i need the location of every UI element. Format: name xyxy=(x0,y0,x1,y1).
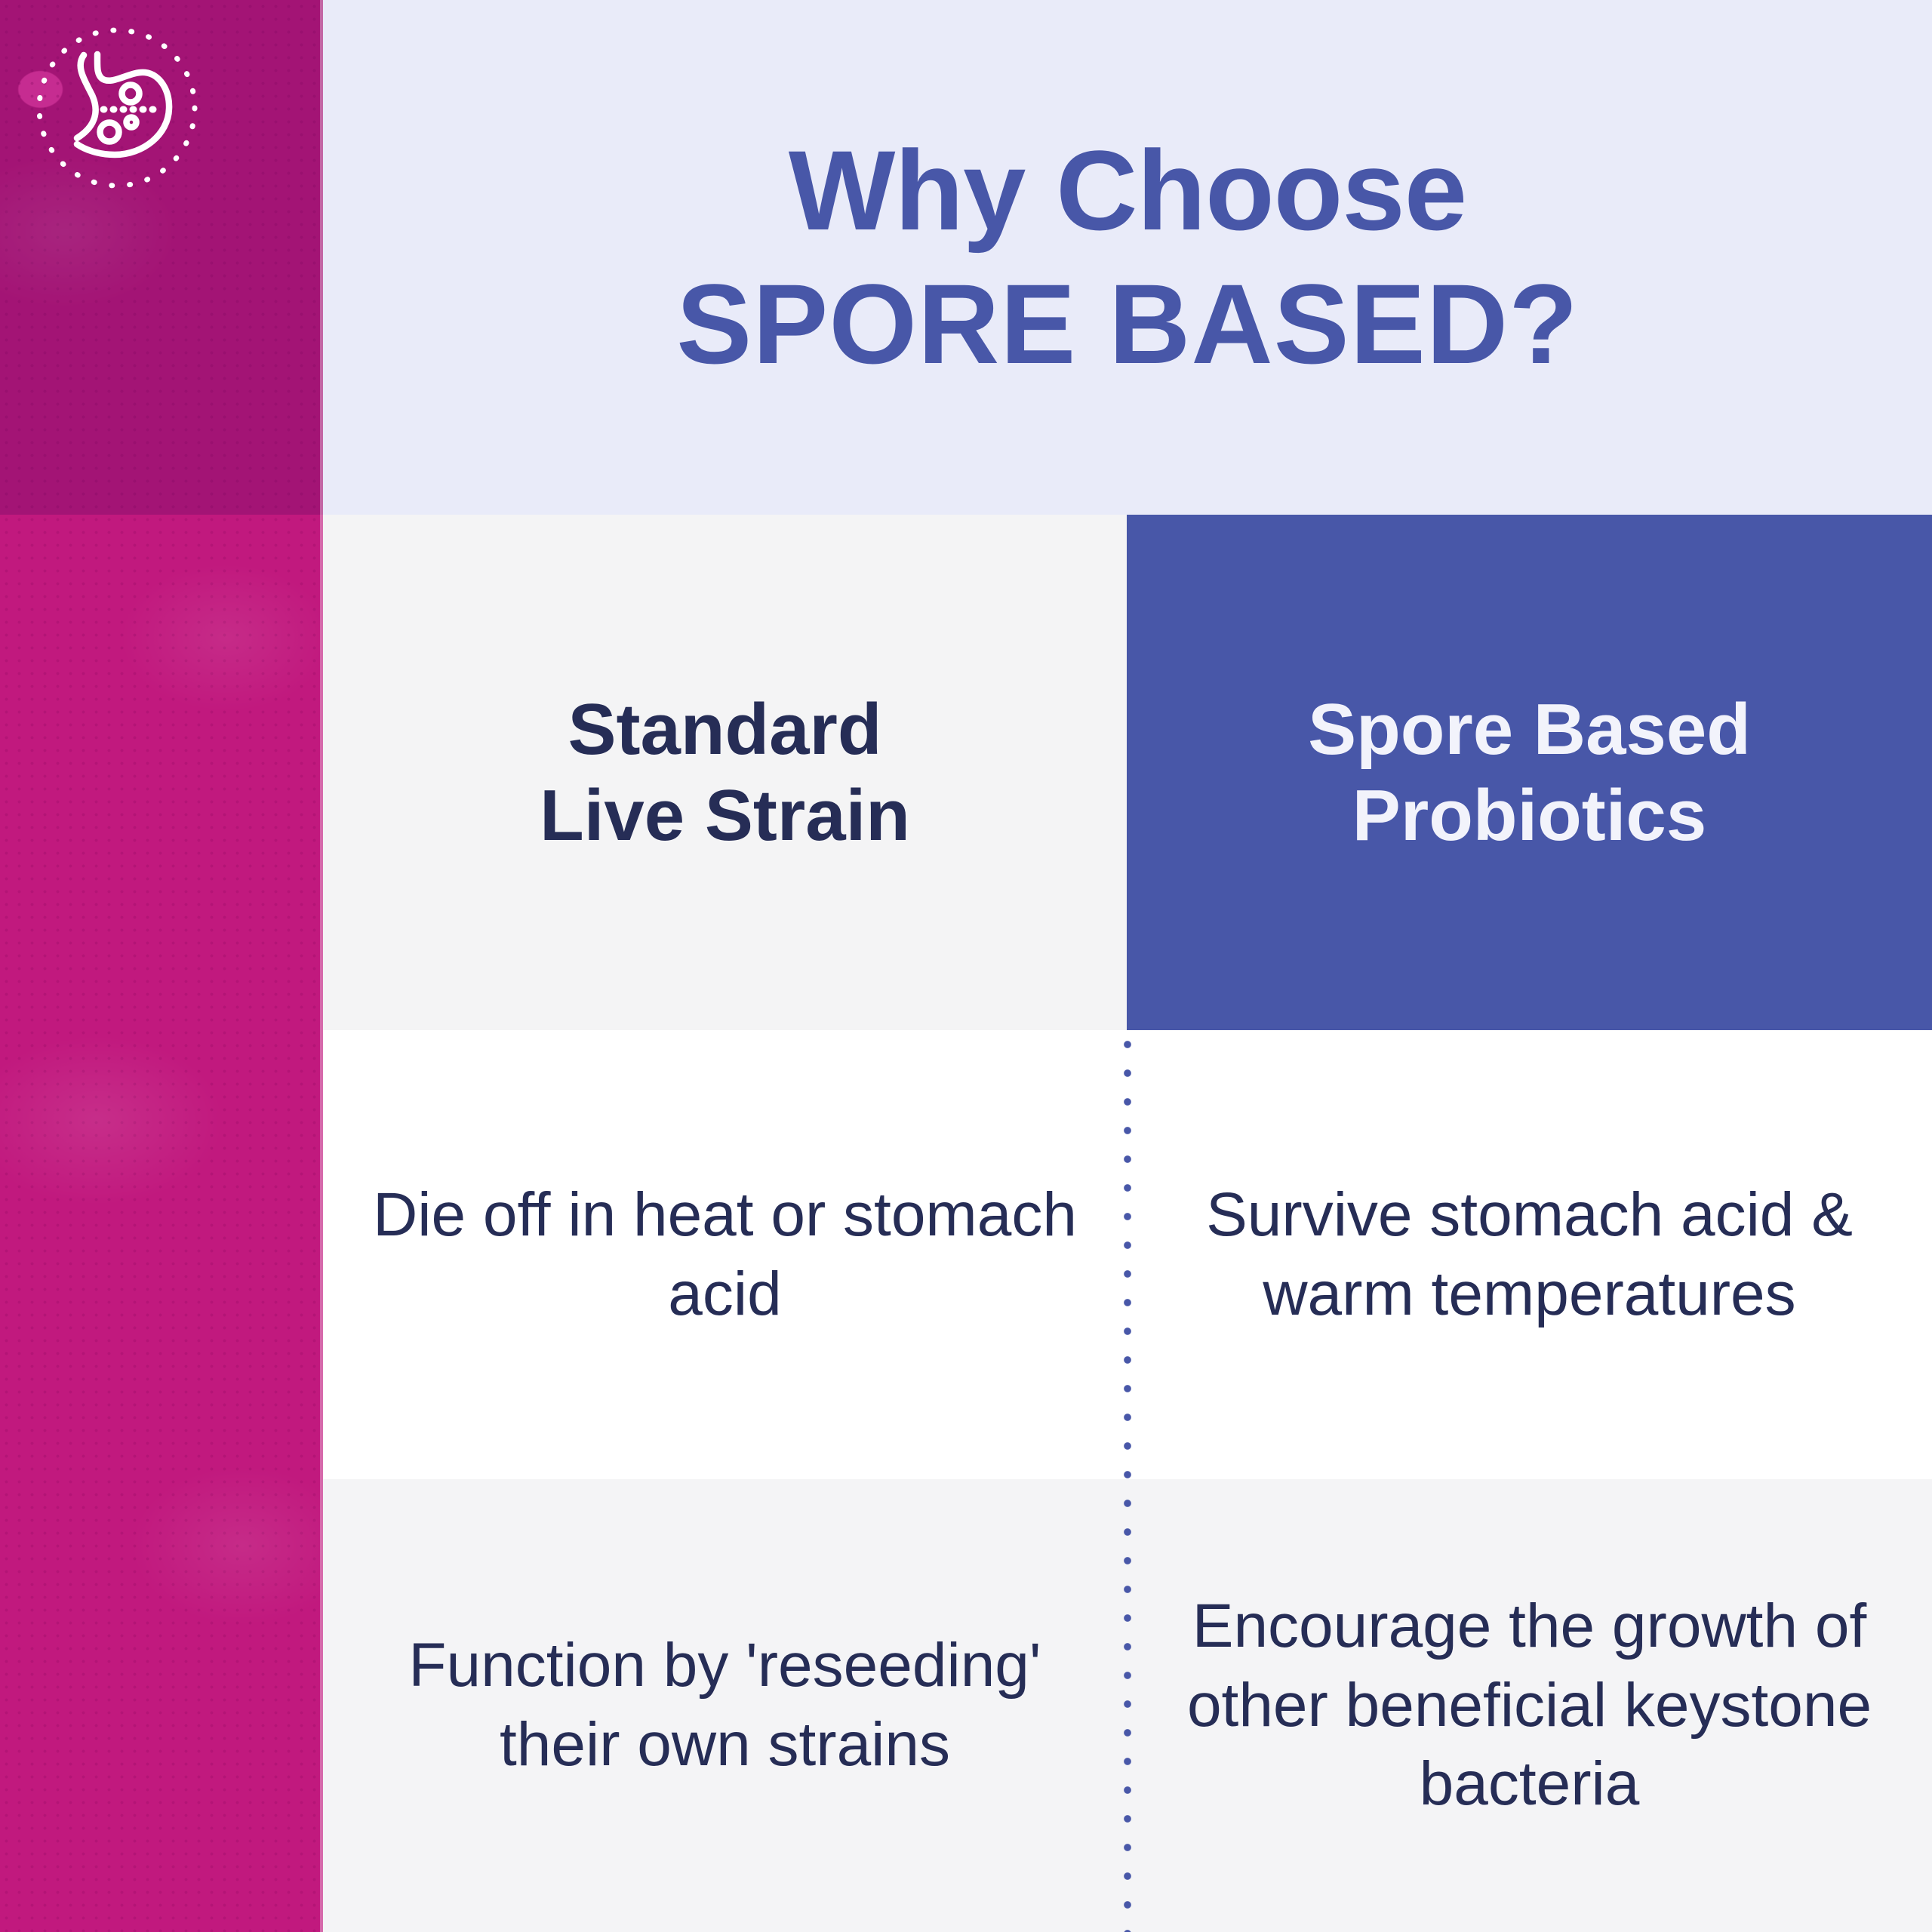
cell-texture-pattern xyxy=(0,0,323,1932)
table-cell-standard-1: Die off in heat or stomach acid xyxy=(323,1030,1127,1479)
page-title-line-1: Why Choose xyxy=(788,127,1467,254)
table-cell-spore-1: Survive stomach acid & warm temperatures xyxy=(1127,1030,1932,1479)
table-cell-spore-2: Encourage the growth of other beneficial… xyxy=(1127,1479,1932,1932)
cell-texture-strip xyxy=(0,0,323,1932)
column-header-spore: Spore Based Probiotics xyxy=(1127,515,1932,1030)
table-cell-standard-2: Function by 'reseeding' their own strain… xyxy=(323,1479,1127,1932)
strip-right-edge xyxy=(320,0,323,1932)
table-header-row: Standard Live Strain Spore Based Probiot… xyxy=(323,515,1932,1030)
column-divider-dotted xyxy=(1123,1030,1132,1932)
column-header-spore-label: Spore Based Probiotics xyxy=(1308,687,1751,858)
page-title-line-2: SPORE BASED? xyxy=(676,260,1579,387)
column-header-standard-label: Standard Live Strain xyxy=(540,687,910,858)
table-cell-spore-2-text: Encourage the growth of other beneficial… xyxy=(1186,1591,1872,1819)
stomach-icon xyxy=(30,21,204,195)
header-band: Why Choose SPORE BASED? xyxy=(323,0,1932,515)
comparison-table: Standard Live Strain Spore Based Probiot… xyxy=(323,515,1932,1932)
table-cell-standard-1-text: Die off in heat or stomach acid xyxy=(373,1180,1077,1328)
cell-texture-dots xyxy=(0,0,323,1932)
column-header-standard-line-2: Live Strain xyxy=(540,774,910,856)
table-cell-standard-2-text: Function by 'reseeding' their own strain… xyxy=(408,1631,1041,1779)
table-cell-spore-1-text: Survive stomach acid & warm temperatures xyxy=(1206,1180,1853,1328)
column-header-standard-line-1: Standard xyxy=(568,689,882,771)
column-header-standard: Standard Live Strain xyxy=(323,515,1127,1030)
column-header-spore-line-1: Spore Based xyxy=(1308,689,1751,771)
cell-texture-highlights xyxy=(0,0,323,1932)
column-header-spore-line-2: Probiotics xyxy=(1352,774,1707,856)
